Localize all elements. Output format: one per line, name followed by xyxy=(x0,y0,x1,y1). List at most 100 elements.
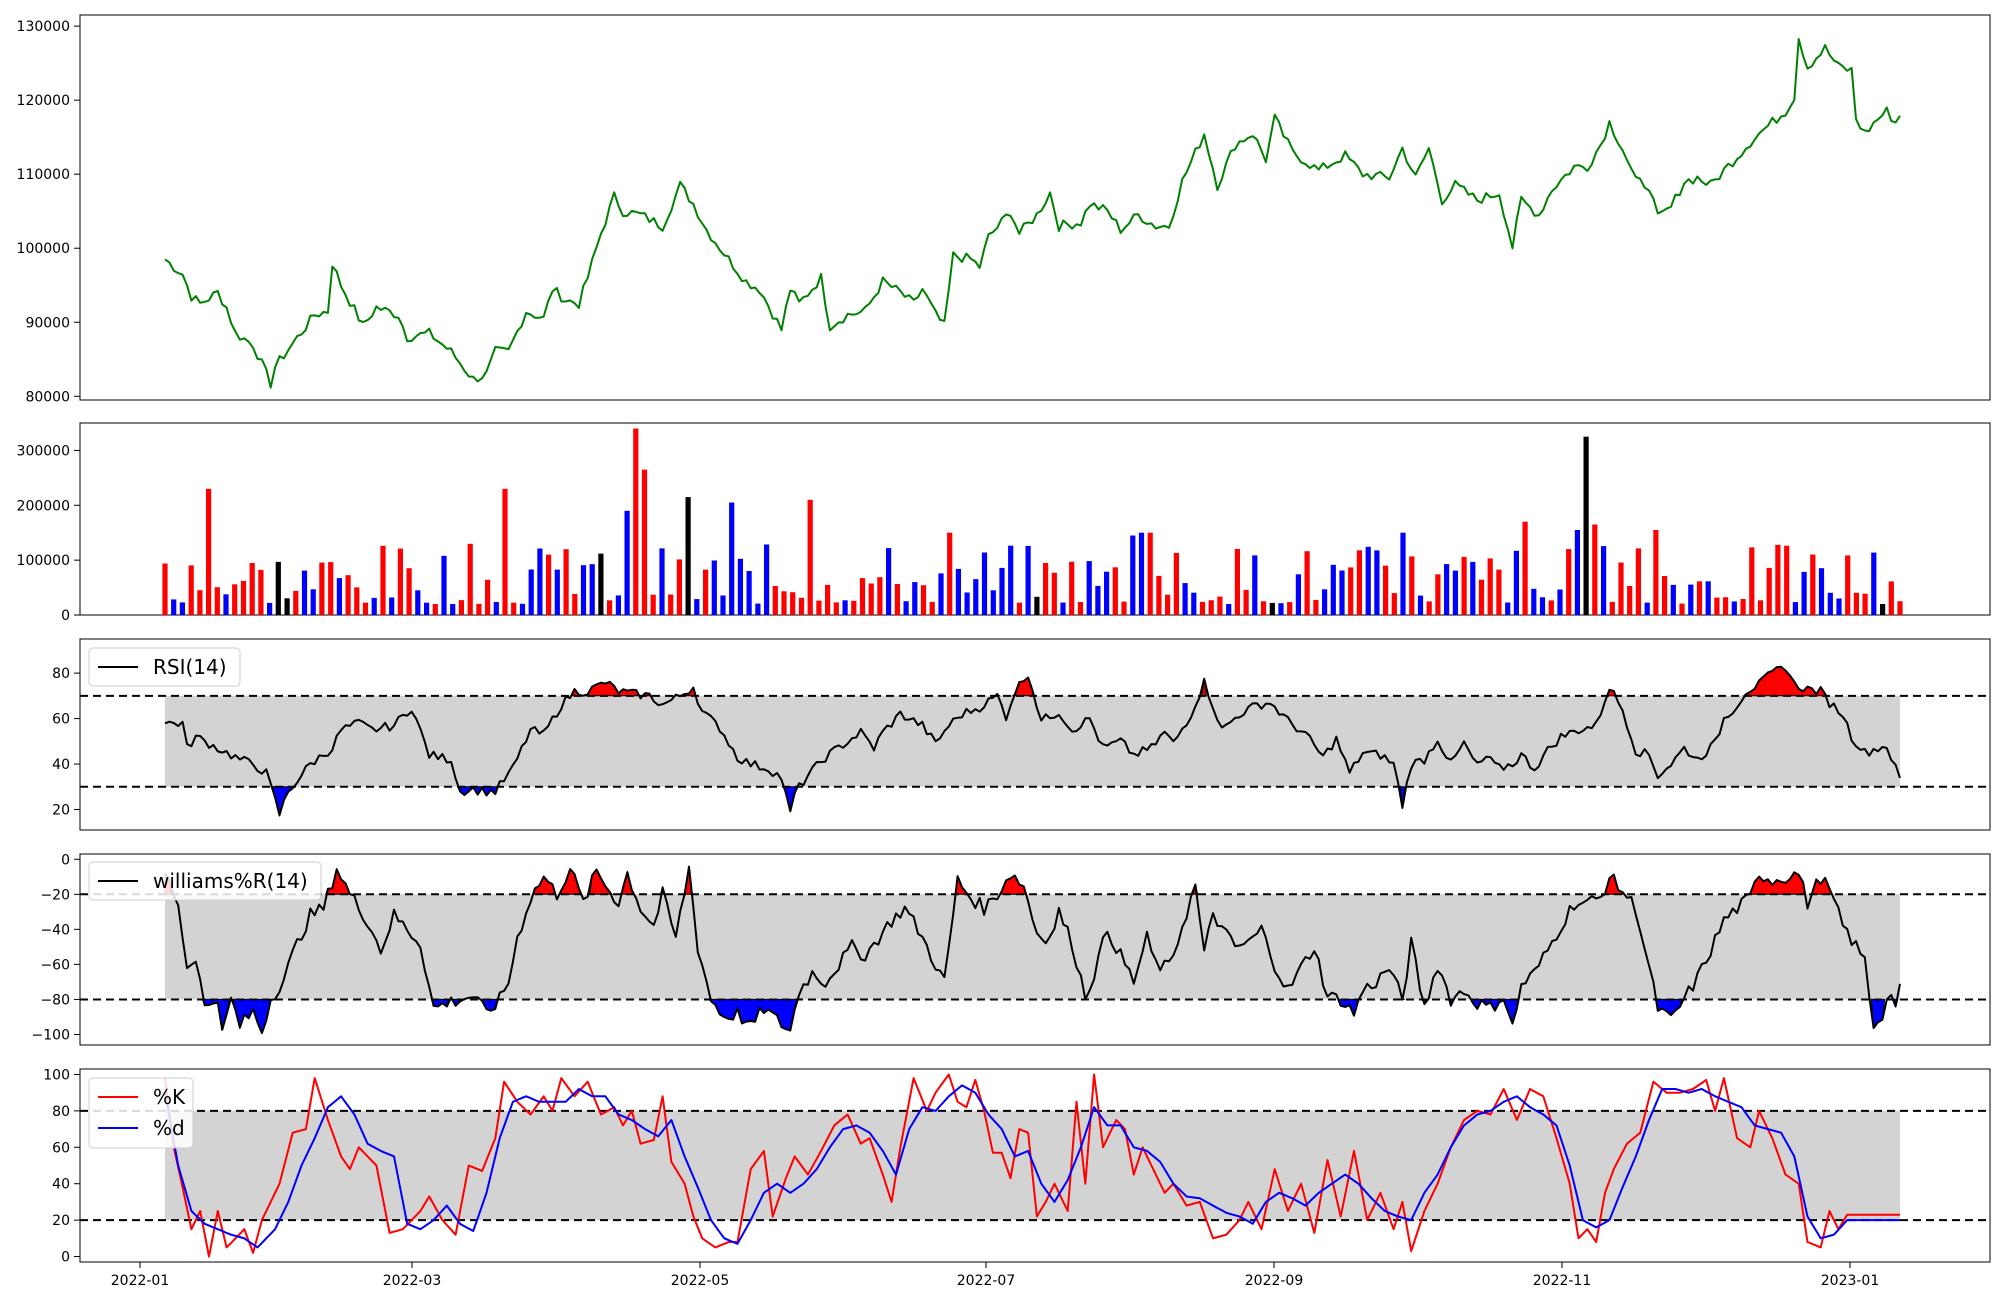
volume-bar xyxy=(258,569,264,615)
volume-bar xyxy=(877,577,883,615)
date-tick-label: 2022-03 xyxy=(383,1273,442,1289)
volume-bar xyxy=(485,579,491,615)
volume-bar xyxy=(362,602,369,615)
volume-bar xyxy=(1461,556,1467,615)
date-tick-label: 2022-01 xyxy=(111,1273,170,1289)
volume-bar xyxy=(947,532,953,615)
volume-ytick-label: 200000 xyxy=(17,498,70,514)
volume-bar xyxy=(1339,570,1345,615)
stochastic-axes-frame xyxy=(79,1068,1991,1263)
volume-bar xyxy=(886,548,892,615)
volume-bar xyxy=(1548,600,1554,615)
volume-bar xyxy=(641,469,648,615)
volume-bar xyxy=(1400,532,1406,615)
volume-bar xyxy=(1322,589,1328,615)
volume-bar xyxy=(1365,546,1371,615)
volume-bar xyxy=(703,569,709,615)
stochastic-ytick-label: 80 xyxy=(52,1104,70,1120)
date-axis: 2022-01 2022-03 2022-05 2022-07 2022-09 2022-… xyxy=(111,1262,1879,1289)
volume-bar xyxy=(1801,571,1807,615)
volume-bar xyxy=(1034,596,1040,615)
volume-bar xyxy=(807,499,813,615)
volume-bar xyxy=(1278,603,1284,615)
volume-bar xyxy=(580,565,587,615)
volume-bar xyxy=(1008,545,1014,615)
rsi-ytick-label: 80 xyxy=(52,666,70,682)
volume-bar xyxy=(1635,548,1641,615)
rsi-legend: RSI(14) xyxy=(88,647,241,687)
stochastic-panel: 0 20 40 60 80 100 xyxy=(43,1067,1991,1266)
volume-bar xyxy=(990,590,996,615)
volume-bar xyxy=(1147,532,1153,615)
volume-bar xyxy=(1810,554,1816,615)
volume-bar xyxy=(1740,599,1746,615)
volume-bar xyxy=(284,598,290,615)
volume-bar xyxy=(1609,601,1615,615)
volume-bar xyxy=(319,562,325,615)
volume-bar xyxy=(1444,564,1450,615)
volume-bar xyxy=(1051,572,1057,615)
rsi-panel: 20 40 60 80 xyxy=(52,638,1991,831)
volume-bar xyxy=(1130,535,1136,615)
volume-bar xyxy=(1792,602,1798,615)
volume-bar xyxy=(179,602,185,615)
volume-bar xyxy=(1723,597,1729,615)
volume-bar xyxy=(755,603,761,615)
williams-ytick-label: −20 xyxy=(40,887,70,903)
williams-legend-label: williams%R(14) xyxy=(153,869,308,893)
price-axes-frame xyxy=(79,14,1991,401)
volume-bar xyxy=(981,552,988,615)
volume-bar xyxy=(868,583,874,615)
volume-bar xyxy=(737,558,743,615)
volume-bar xyxy=(1836,598,1842,615)
volume-bar xyxy=(1662,576,1668,615)
volume-bar xyxy=(441,555,447,615)
volume-bar xyxy=(380,545,386,615)
stochastic-ytick-label: 60 xyxy=(52,1140,70,1156)
stochastic-k-line xyxy=(164,1073,1900,1258)
volume-bar xyxy=(1069,561,1075,615)
volume-bar xyxy=(1208,600,1214,615)
volume-bar xyxy=(1112,567,1118,615)
volume-bar xyxy=(511,602,517,615)
rsi-line xyxy=(164,665,1901,817)
volume-bar xyxy=(790,592,796,615)
volume-bar xyxy=(746,571,752,615)
volume-bar xyxy=(1696,581,1703,615)
volume-bar xyxy=(1522,521,1528,615)
volume-bar xyxy=(214,587,220,615)
volume-bar xyxy=(1287,602,1293,615)
volume-bar xyxy=(232,584,238,615)
stochastic-legend: %K %d xyxy=(88,1077,194,1149)
volume-bar xyxy=(389,597,395,615)
volume-bar xyxy=(1417,595,1424,615)
volume-bar xyxy=(764,544,770,615)
volume-bar xyxy=(685,497,691,615)
stochastic-ytick-label: 100 xyxy=(43,1067,70,1083)
volume-bar xyxy=(833,602,839,615)
volume-bar xyxy=(825,584,831,615)
volume-bar xyxy=(929,601,935,615)
volume-bar xyxy=(1487,558,1493,615)
k-legend-label: %K xyxy=(153,1085,186,1109)
volume-bar xyxy=(1269,602,1275,615)
volume-bar xyxy=(1513,550,1519,615)
volume-bar xyxy=(781,591,787,615)
volume-bar xyxy=(240,580,247,615)
volume-bar xyxy=(1295,574,1301,615)
volume-bar xyxy=(1104,571,1110,615)
volume-bar xyxy=(1566,549,1572,615)
price-ytick-label: 100000 xyxy=(17,241,70,257)
price-ytick-label: 130000 xyxy=(17,19,70,35)
volume-bar xyxy=(519,603,526,615)
volume-bar xyxy=(371,597,377,615)
volume-bar xyxy=(432,604,438,615)
volume-bar xyxy=(903,601,909,615)
volume-bar xyxy=(894,584,900,615)
volume-bar xyxy=(842,600,848,615)
volume-bar xyxy=(1862,593,1868,615)
volume-bar xyxy=(1426,601,1432,615)
volume-bar xyxy=(1330,564,1336,615)
volume-bar xyxy=(772,586,778,615)
volume-bar xyxy=(1138,532,1145,615)
